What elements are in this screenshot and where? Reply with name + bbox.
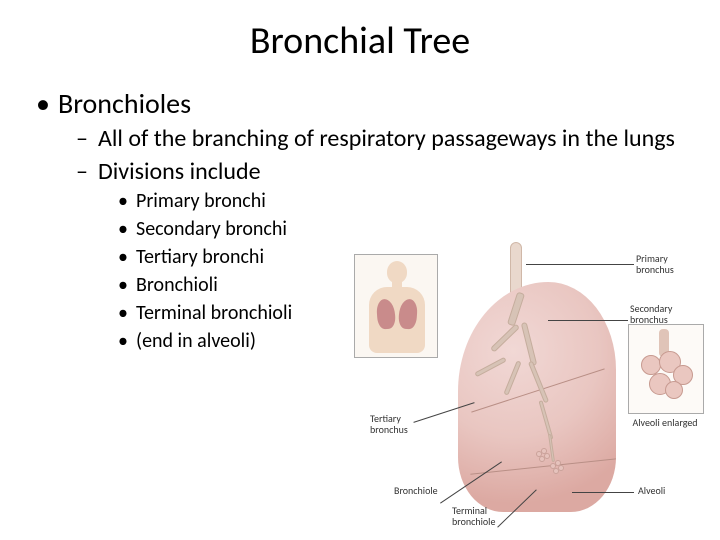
- label-tertiary-bronchus: Tertiarybronchus: [370, 414, 408, 435]
- bullet-text: All of the branching of respiratory pass…: [98, 124, 675, 153]
- bullet-text: Bronchioles: [58, 86, 191, 121]
- bullet-text: Primary bronchi: [136, 189, 266, 213]
- label-bronchiole: Bronchiole: [394, 486, 438, 497]
- bullet-text: Secondary bronchi: [136, 217, 287, 241]
- label-terminal-bronchiole: Terminalbronchiole: [452, 506, 495, 527]
- page-title: Bronchial Tree: [30, 18, 690, 64]
- label-alveoli: Alveoli: [638, 486, 665, 497]
- head-icon: [387, 261, 407, 283]
- bullet-text: (end in alveoli): [136, 329, 256, 353]
- label-alveoli-enlarged: Alveoli enlarged: [626, 418, 704, 429]
- bronchial-tree-diagram: Primarybronchus Secondarybronchus Tertia…: [348, 240, 704, 530]
- list-item: Secondary bronchi: [136, 217, 690, 242]
- bullet-text: Divisions include: [98, 157, 261, 186]
- lung-body: [458, 282, 616, 512]
- list-item: Primary bronchi: [136, 189, 690, 214]
- bullet-text: Tertiary bronchi: [136, 245, 264, 269]
- bullet-text: Terminal bronchioli: [136, 301, 292, 325]
- alveoli-enlarged-inset: [628, 324, 704, 414]
- list-item: All of the branching of respiratory pass…: [98, 125, 690, 154]
- bullet-text: Bronchioli: [136, 273, 218, 297]
- alveoli-icon: [536, 448, 550, 462]
- label-secondary-bronchus: Secondarybronchus: [630, 304, 672, 325]
- slide: Bronchial Tree Bronchioles All of the br…: [0, 0, 720, 540]
- torso-inset: [354, 254, 438, 358]
- alveoli-icon: [550, 460, 564, 474]
- label-primary-bronchus: Primarybronchus: [636, 254, 674, 275]
